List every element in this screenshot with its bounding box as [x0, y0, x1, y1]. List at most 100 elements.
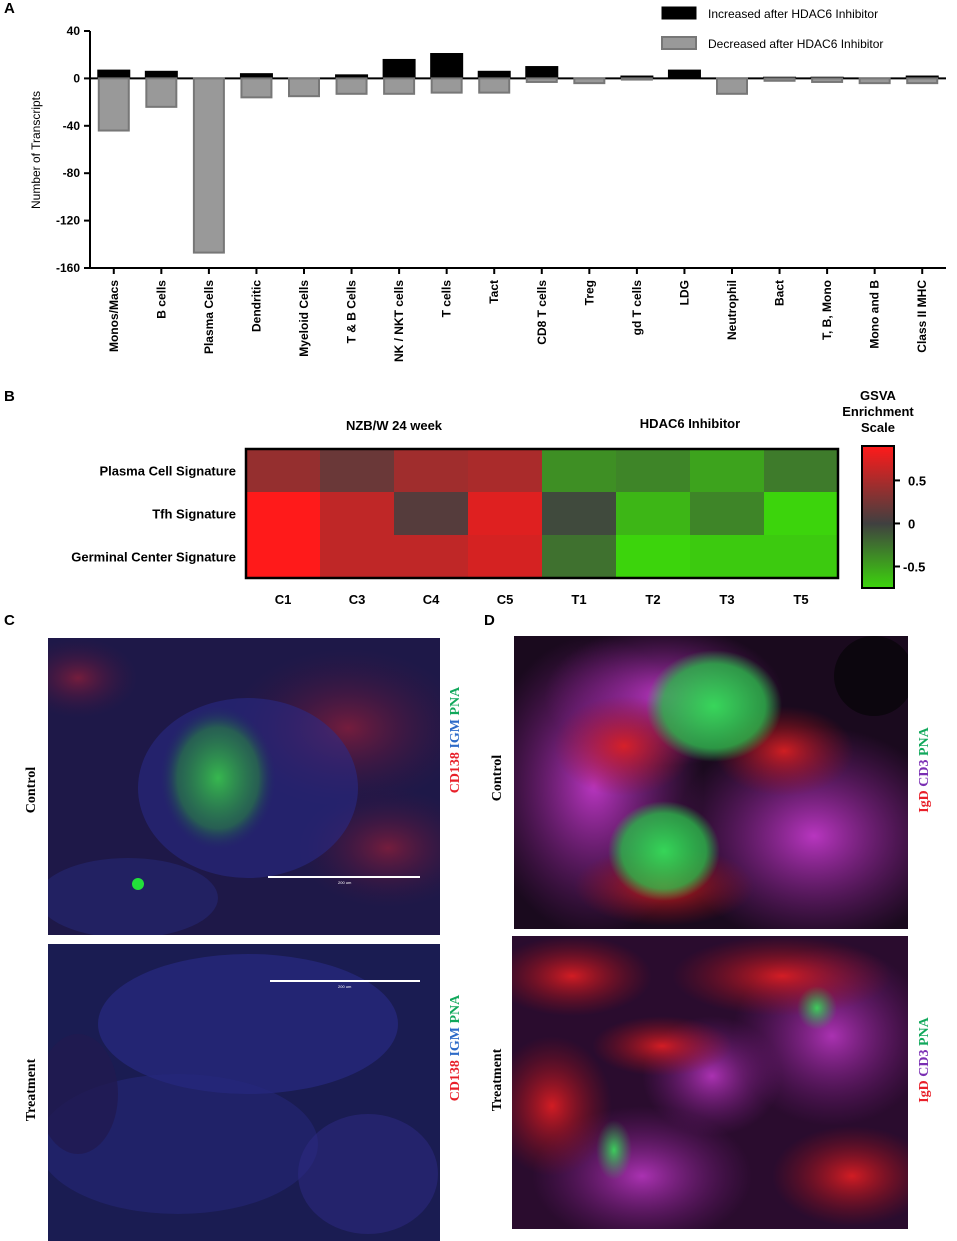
- heatmap-cell: [764, 492, 838, 535]
- heatmap-cell: [616, 449, 690, 492]
- legend-swatch: [661, 36, 697, 50]
- stain-word-pna: PNA: [917, 727, 932, 756]
- heatmap-cell: [468, 492, 542, 535]
- x-tick-label: T & B Cells: [345, 280, 359, 344]
- stain-label-c-control: CD138 IGM PNA: [448, 687, 464, 794]
- bar-decreased: [97, 77, 130, 132]
- bar-decreased: [811, 77, 844, 83]
- x-tick-label: Bact: [773, 280, 787, 306]
- heatmap-cell: [246, 449, 320, 492]
- bar-increased: [477, 70, 511, 79]
- heatmap-cell: [764, 449, 838, 492]
- x-tick-label: LDG: [677, 280, 691, 305]
- bar-decreased: [620, 77, 653, 81]
- x-tick-label: T cells: [440, 280, 454, 318]
- condition-label-d-control: Control: [490, 754, 505, 802]
- column-label: T3: [719, 592, 734, 607]
- stain-word-pna: PNA: [448, 686, 463, 716]
- colorbar-title: Scale: [861, 420, 895, 435]
- bar-decreased: [335, 77, 368, 95]
- heatmap-cell: [764, 535, 838, 578]
- condition-label-d-treatment: Treatment: [490, 1048, 505, 1112]
- colorbar-title: Enrichment: [842, 404, 914, 419]
- micrograph-d-control: [514, 636, 908, 929]
- panel-label-d: D: [484, 612, 495, 629]
- group-label: NZB/W 24 week: [346, 418, 443, 433]
- x-tick-label: NK / NKT cells: [392, 280, 406, 362]
- bar-decreased: [288, 77, 320, 98]
- bar-decreased: [192, 77, 225, 254]
- column-label: T5: [793, 592, 808, 607]
- bar-decreased: [858, 77, 891, 85]
- stain-word-cd3: CD3: [917, 1049, 932, 1077]
- y-tick-label: -80: [63, 166, 81, 180]
- column-label: C1: [275, 592, 292, 607]
- scale-bar: [268, 876, 420, 878]
- bar-decreased: [716, 77, 748, 95]
- x-tick-label: Dendritic: [249, 280, 263, 332]
- heatmap-cell: [542, 449, 616, 492]
- bar-decreased: [430, 77, 463, 94]
- heatmap-cell: [246, 535, 320, 578]
- heatmap-cell: [468, 449, 542, 492]
- stain-word-igm: IGM: [448, 718, 463, 749]
- y-tick-label: -120: [56, 214, 80, 228]
- colorbar-tick-label: -0.5: [903, 559, 925, 574]
- colorbar: [861, 445, 895, 589]
- heatmap-cell: [394, 449, 468, 492]
- y-tick-label: 0: [73, 71, 80, 85]
- stain-word-igm: IGM: [448, 1026, 463, 1057]
- stain-label-d-treatment: IgD CD3 PNA: [917, 1017, 933, 1103]
- colorbar-title: GSVA: [860, 390, 896, 403]
- x-tick-label: Neutrophil: [725, 280, 739, 340]
- x-tick-label: Myeloid Cells: [297, 280, 311, 357]
- bar-increased: [144, 70, 178, 79]
- stain-word-cd138: CD138: [448, 752, 463, 794]
- x-tick-label: Treg: [582, 280, 596, 305]
- column-label: C4: [423, 592, 440, 607]
- heatmap-cell: [690, 535, 764, 578]
- y-axis-title: Number of Transcripts: [29, 91, 43, 209]
- panel-label-a: A: [4, 0, 15, 17]
- stain-word-cd138: CD138: [448, 1060, 463, 1102]
- x-tick-label: Plasma Cells: [202, 280, 216, 354]
- column-label: C3: [349, 592, 366, 607]
- heatmap-cell: [616, 535, 690, 578]
- heatmap-cell: [320, 535, 394, 578]
- legend-swatch: [661, 6, 697, 20]
- stain-word-pna: PNA: [917, 1017, 932, 1046]
- condition-label-c-control: Control: [24, 766, 39, 814]
- bar-decreased: [145, 77, 178, 108]
- bar-decreased: [240, 77, 273, 99]
- x-tick-label: Class II MHC: [915, 280, 929, 353]
- x-tick-label: B cells: [154, 280, 168, 319]
- x-tick-label: gd T cells: [630, 280, 644, 336]
- column-label: C5: [497, 592, 514, 607]
- stain-word-igd: IgD: [917, 790, 932, 813]
- heatmap-border: [244, 447, 840, 580]
- heatmap-cell: [246, 492, 320, 535]
- panel-label-b: B: [4, 388, 15, 405]
- scale-bar: [270, 980, 420, 982]
- row-label: Tfh Signature: [152, 507, 236, 522]
- bar-increased: [525, 66, 559, 79]
- bar-chart: 40 0 -40 -80 -120 -160 Number of Transcripts Mo…: [29, 6, 946, 362]
- heatmap-cell: [394, 535, 468, 578]
- row-label: Plasma Cell Signature: [99, 464, 236, 479]
- row-label: Germinal Center Signature: [71, 550, 236, 565]
- column-label: T2: [645, 592, 660, 607]
- scale-bar-label: 200 um: [338, 984, 352, 989]
- heatmap-cell: [320, 492, 394, 535]
- column-label: T1: [571, 592, 586, 607]
- heatmap-cell: [690, 492, 764, 535]
- x-tick-label: Mono and B: [868, 280, 882, 349]
- group-label: HDAC6 Inhibitor: [640, 416, 740, 431]
- legend-label: Decreased after HDAC6 Inhibitor: [708, 37, 883, 51]
- stain-label-c-treatment: CD138 IGM PNA: [448, 995, 464, 1102]
- heatmap-cell: [394, 492, 468, 535]
- bar-decreased: [383, 77, 416, 95]
- y-tick-label: -160: [56, 261, 80, 275]
- stain-word-pna: PNA: [448, 994, 463, 1024]
- scale-bar-label: 200 um: [338, 880, 352, 885]
- heatmap-cell: [320, 449, 394, 492]
